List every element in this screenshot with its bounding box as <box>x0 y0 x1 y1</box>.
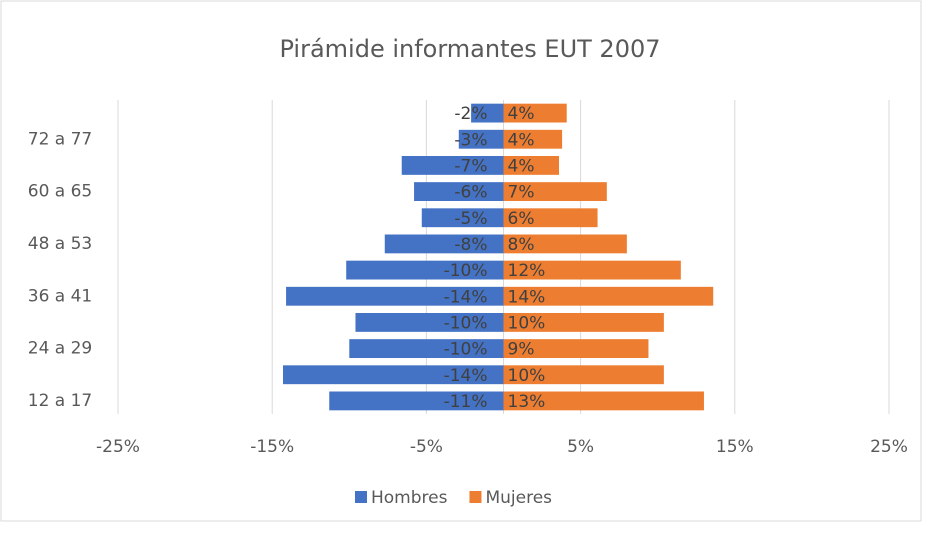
bar <box>503 234 627 254</box>
data-label: -8% <box>454 235 487 255</box>
data-label: 13% <box>508 392 546 412</box>
data-label: -7% <box>454 156 487 176</box>
data-label: 6% <box>508 209 535 229</box>
data-label: 4% <box>508 156 535 176</box>
bar <box>503 312 664 332</box>
bar <box>401 155 504 175</box>
data-label: -14% <box>444 287 488 307</box>
bar <box>503 365 664 385</box>
bar <box>503 182 607 202</box>
data-label: 4% <box>508 104 535 124</box>
bar <box>458 129 504 149</box>
y-tick-label: 36 a 41 <box>28 286 93 306</box>
y-tick-label: 60 a 65 <box>28 182 93 202</box>
y-tick-label: 72 a 77 <box>28 129 93 149</box>
bar <box>503 260 681 280</box>
data-label: -10% <box>444 313 488 333</box>
legend-label: Hombres <box>371 488 448 508</box>
bar <box>346 260 504 280</box>
bar <box>471 103 504 123</box>
data-label: -2% <box>454 104 487 124</box>
y-tick-label: 12 a 17 <box>28 391 93 411</box>
legend-swatch <box>355 491 367 503</box>
data-label: 10% <box>508 313 546 333</box>
bar <box>503 391 704 411</box>
bar <box>503 286 714 306</box>
data-label: 8% <box>508 235 535 255</box>
data-label: -11% <box>444 392 488 412</box>
legend-swatch <box>469 491 482 503</box>
bar <box>503 103 567 123</box>
data-label: 14% <box>508 287 546 307</box>
bar <box>282 365 504 385</box>
x-tick-label: -25% <box>96 437 140 457</box>
data-label: -14% <box>444 366 488 386</box>
y-tick-label: 24 a 29 <box>28 339 93 359</box>
chart-title: Pirámide informantes EUT 2007 <box>279 35 660 63</box>
x-tick-label: -5% <box>410 437 443 457</box>
data-label: 4% <box>508 130 535 150</box>
x-tick-label: 25% <box>870 437 908 457</box>
data-label: 9% <box>508 340 535 360</box>
bar <box>286 286 504 306</box>
bar <box>503 155 560 175</box>
legend-label: Mujeres <box>485 488 552 508</box>
x-tick-label: 15% <box>716 437 754 457</box>
bar <box>503 208 598 228</box>
bar <box>384 234 504 254</box>
bar <box>355 312 504 332</box>
y-tick-label: 48 a 53 <box>28 234 93 254</box>
data-label: 12% <box>508 261 546 281</box>
bar <box>421 208 504 228</box>
data-label: 10% <box>508 366 546 386</box>
bar <box>329 391 504 411</box>
data-label: -5% <box>454 209 487 229</box>
data-label: -10% <box>444 340 488 360</box>
x-tick-label: -15% <box>250 437 294 457</box>
bar <box>503 129 563 149</box>
bar <box>349 339 504 359</box>
data-label: -3% <box>454 130 487 150</box>
data-label: 7% <box>508 183 535 203</box>
x-tick-label: 5% <box>567 437 594 457</box>
data-label: -10% <box>444 261 488 281</box>
data-label: -6% <box>454 183 487 203</box>
bar <box>503 339 649 359</box>
bar <box>414 182 504 202</box>
